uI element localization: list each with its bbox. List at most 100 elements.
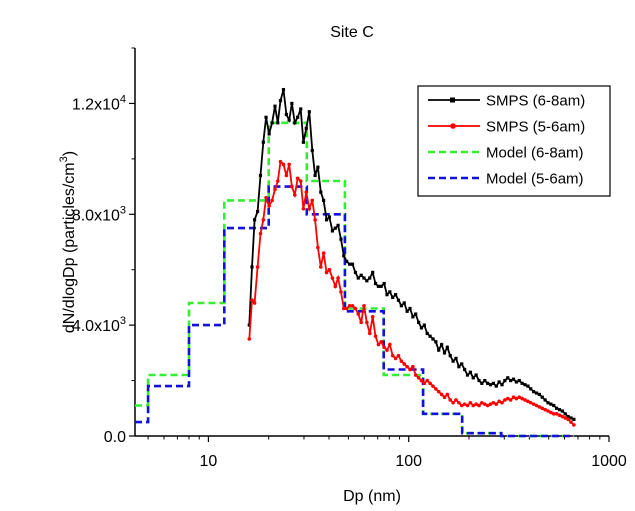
data-point xyxy=(284,112,288,117)
data-point xyxy=(563,412,567,416)
data-point xyxy=(560,414,565,419)
data-point xyxy=(405,364,409,369)
data-point xyxy=(477,378,481,383)
data-point xyxy=(517,395,522,400)
data-point xyxy=(261,218,266,222)
data-point xyxy=(376,342,381,347)
data-point xyxy=(307,206,312,211)
data-point xyxy=(517,378,521,383)
x-axis-label: Dp (nm) xyxy=(343,488,401,505)
data-point xyxy=(339,237,343,241)
data-point xyxy=(572,423,576,427)
data-point xyxy=(419,326,424,330)
data-point xyxy=(345,259,349,263)
data-point xyxy=(385,293,389,297)
data-point xyxy=(468,370,472,374)
y-axis-label-close: ) xyxy=(61,151,78,156)
data-point xyxy=(551,412,556,416)
data-point xyxy=(247,323,251,327)
legend-label: SMPS (5-6am) xyxy=(486,119,585,136)
data-point xyxy=(431,337,435,341)
data-point xyxy=(474,402,478,406)
y-tick-base: 4.0x10 xyxy=(72,318,120,335)
data-point xyxy=(379,284,383,288)
y-tick-label: 4.0x103 xyxy=(72,315,126,335)
data-point xyxy=(413,373,418,377)
y-tick-label: 1.2x104 xyxy=(72,93,126,113)
data-point xyxy=(344,306,349,311)
data-point xyxy=(316,165,320,169)
data-point xyxy=(359,273,363,277)
data-point xyxy=(445,392,450,397)
data-point xyxy=(273,187,277,192)
y-tick-base: 0.0 xyxy=(104,429,126,446)
data-point xyxy=(405,309,409,313)
data-point xyxy=(411,364,415,369)
data-point xyxy=(353,306,358,311)
data-point xyxy=(411,315,415,319)
data-point xyxy=(451,359,455,363)
plot-series xyxy=(135,87,576,438)
data-point xyxy=(250,298,254,303)
y-tick-base: 8.0x10 xyxy=(72,207,120,224)
data-point xyxy=(310,198,315,203)
data-point xyxy=(431,384,435,388)
data-point xyxy=(459,403,464,408)
data-point xyxy=(497,380,501,384)
data-point xyxy=(554,412,559,416)
data-point xyxy=(465,373,470,377)
data-point xyxy=(299,107,303,111)
data-point xyxy=(330,276,335,280)
data-point xyxy=(491,400,496,405)
data-point xyxy=(321,251,326,255)
data-point xyxy=(439,392,444,397)
data-point xyxy=(371,270,375,275)
data-point xyxy=(428,334,432,338)
data-point xyxy=(382,281,386,286)
data-point xyxy=(491,381,495,385)
data-point xyxy=(370,315,375,319)
data-point xyxy=(388,290,392,294)
data-point xyxy=(393,356,398,361)
data-point xyxy=(572,417,576,421)
legend-label: Model (6-8am) xyxy=(486,145,584,162)
data-point xyxy=(471,403,476,408)
data-point xyxy=(417,320,421,324)
data-point xyxy=(393,293,398,297)
data-point xyxy=(255,209,260,214)
data-point xyxy=(296,115,300,119)
data-point xyxy=(376,284,381,288)
data-point xyxy=(468,400,473,405)
data-point xyxy=(252,301,257,305)
y-axis-label-sup: 3 xyxy=(58,156,70,162)
data-point xyxy=(304,190,309,194)
data-point xyxy=(316,245,320,250)
data-point xyxy=(532,390,536,394)
y-tick-label: 0.0 xyxy=(104,429,126,446)
data-point xyxy=(247,337,252,341)
data-point xyxy=(563,416,568,420)
data-point xyxy=(454,356,458,360)
data-point xyxy=(549,410,553,415)
data-point xyxy=(511,395,516,400)
data-point xyxy=(388,342,392,347)
data-point xyxy=(451,400,455,405)
data-point xyxy=(319,190,323,194)
data-point xyxy=(324,270,329,275)
y-tick-label: 8.0x103 xyxy=(72,204,126,224)
y-tick-base: 1.2x10 xyxy=(72,96,120,113)
data-point xyxy=(399,304,403,308)
data-point xyxy=(313,218,317,222)
data-point xyxy=(514,380,518,384)
data-point xyxy=(264,195,268,200)
legend-marker xyxy=(450,97,455,103)
data-point xyxy=(509,378,513,383)
data-point xyxy=(531,402,536,406)
data-point xyxy=(557,413,562,418)
data-point xyxy=(566,415,570,419)
data-point xyxy=(362,276,366,280)
data-point xyxy=(275,179,280,183)
series-line-3 xyxy=(135,185,575,438)
data-point xyxy=(287,118,291,122)
data-point xyxy=(356,276,360,280)
